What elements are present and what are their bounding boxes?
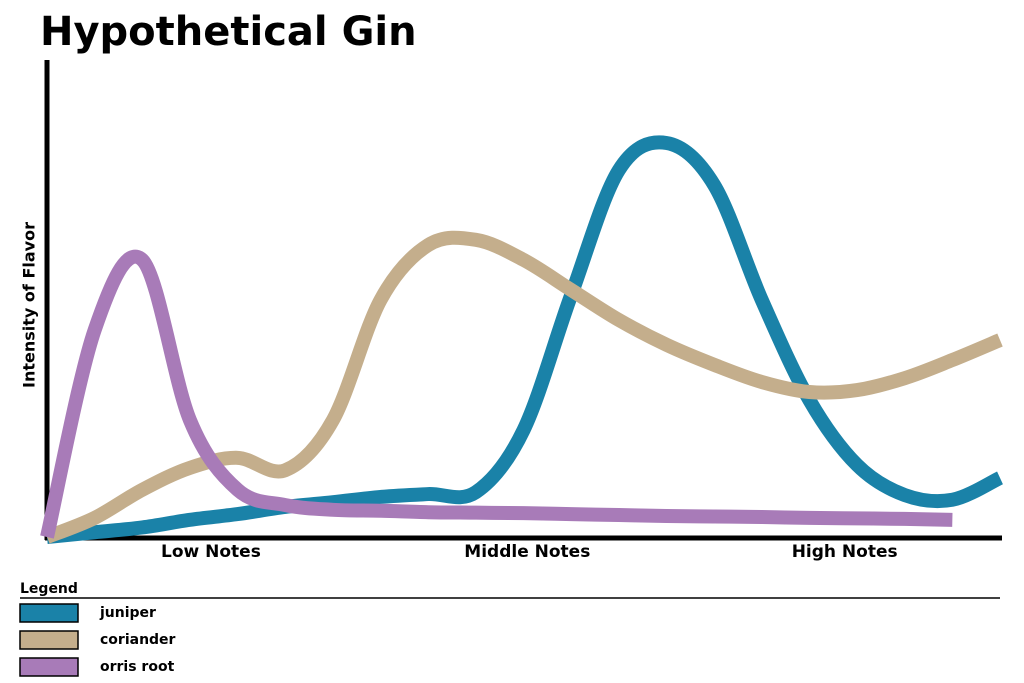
legend-swatch [19, 657, 79, 677]
legend-label: coriander [100, 632, 176, 648]
x-tick-label: Low Notes [161, 542, 261, 562]
series-line [44, 230, 1003, 544]
y-axis-label: Intensity of Flavor [20, 222, 39, 388]
legend-label: juniper [99, 605, 156, 621]
chart-title: Hypothetical Gin [40, 9, 417, 55]
legend-title: Legend [20, 581, 78, 597]
series-line [46, 135, 1004, 544]
x-tick-label: High Notes [792, 542, 898, 562]
legend-swatch [19, 630, 79, 650]
legend-label: orris root [100, 659, 175, 675]
series-line [40, 249, 953, 539]
legend-swatch [19, 603, 79, 623]
x-tick-label: Middle Notes [464, 542, 590, 562]
